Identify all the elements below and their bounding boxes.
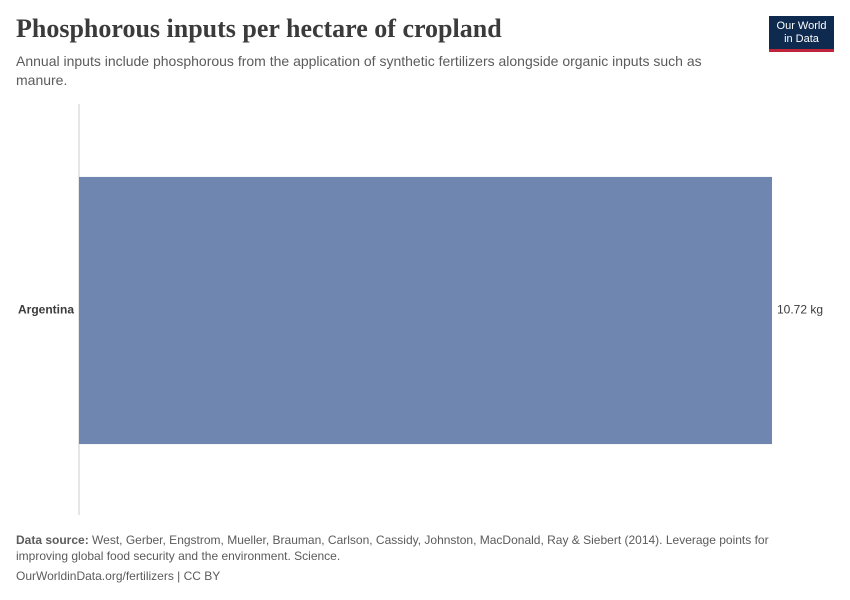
chart: Argentina 10.72 kg	[18, 104, 823, 515]
chart-subtitle: Annual inputs include phosphorous from t…	[16, 53, 702, 88]
logo-line: Our World	[776, 20, 827, 32]
source-text: West, Gerber, Engstrom, Mueller, Brauman…	[16, 533, 769, 563]
logo[interactable]: Our World in Data	[769, 16, 834, 52]
logo-line: in Data	[784, 33, 819, 45]
source-label: Data source:	[16, 533, 89, 547]
footer[interactable]: OurWorldinData.org/fertilizers | CC BY	[16, 569, 221, 583]
category-label: Argentina	[18, 303, 74, 317]
bar	[79, 176, 772, 445]
chart-title: Phosphorous inputs per hectare of cropla…	[16, 14, 502, 43]
value-label: 10.72 kg	[777, 303, 823, 317]
source: Data source: West, Gerber, Engstrom, Mue…	[16, 532, 796, 564]
